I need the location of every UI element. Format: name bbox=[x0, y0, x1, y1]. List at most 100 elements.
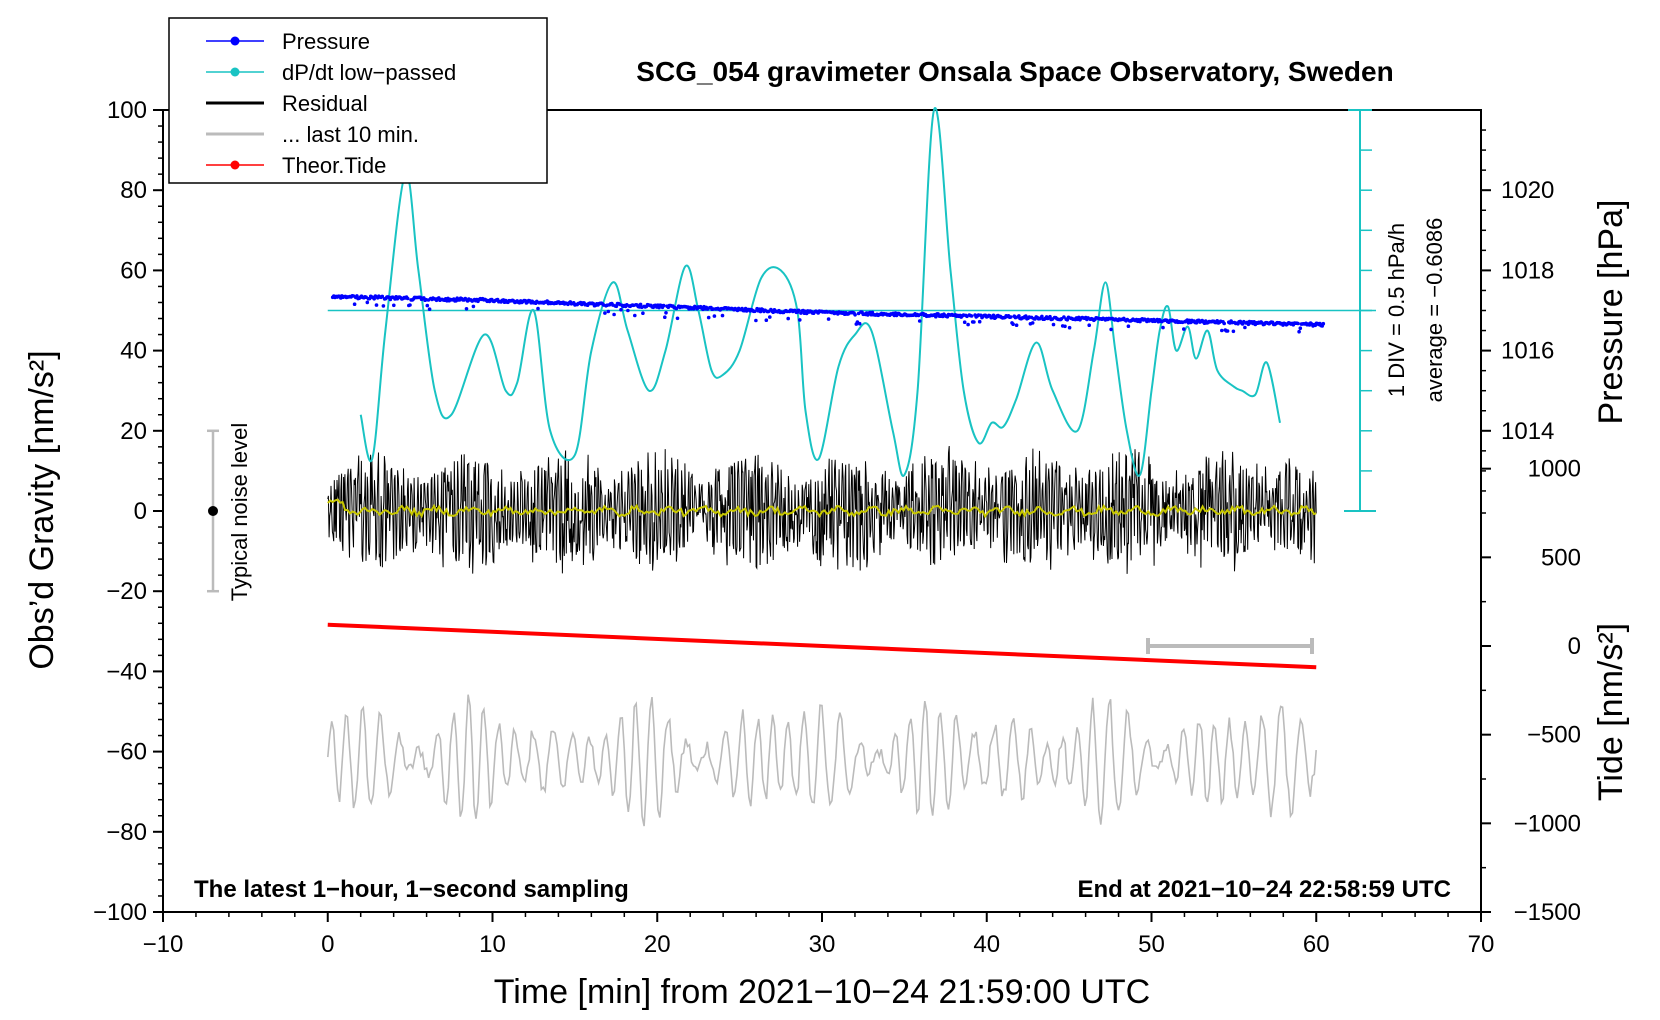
footer-left: The latest 1−hour, 1−second sampling bbox=[194, 876, 629, 903]
pressure-tick-label: 1020 bbox=[1501, 177, 1554, 204]
pressure-point bbox=[1231, 329, 1236, 334]
pressure-point bbox=[796, 308, 801, 313]
pressure-point bbox=[463, 296, 468, 301]
pressure-point bbox=[1087, 323, 1091, 328]
legend-label: dP/dt low−passed bbox=[282, 60, 456, 85]
y-tick-label: −20 bbox=[106, 578, 147, 605]
pressure-point bbox=[664, 311, 668, 315]
pressure-tick-label: 1018 bbox=[1501, 257, 1554, 284]
x-tick-label: 70 bbox=[1468, 931, 1495, 958]
tide-tick-label: −1000 bbox=[1514, 810, 1581, 837]
pressure-tick-label: 1014 bbox=[1501, 418, 1554, 445]
pressure-point bbox=[720, 313, 725, 318]
pressure-point bbox=[1040, 314, 1044, 319]
y-tick-label: 0 bbox=[134, 498, 147, 525]
y-axis-left: −100 −80 −60 −40 −20 0 20 40 60 80 100 bbox=[93, 97, 163, 926]
pressure-point bbox=[706, 315, 711, 320]
pressure-point bbox=[425, 303, 430, 308]
pressure-point bbox=[712, 314, 717, 318]
y-tick-label: 40 bbox=[120, 338, 147, 365]
last-10-min-bar bbox=[1146, 638, 1314, 654]
tide-tick-label: 500 bbox=[1541, 544, 1581, 571]
y-tick-label: −60 bbox=[106, 739, 147, 766]
pressure-point bbox=[626, 308, 630, 313]
tide-axis-title: Tide [nm/s²] bbox=[1592, 623, 1630, 801]
x-tick-label: 10 bbox=[479, 931, 506, 958]
pressure-point bbox=[365, 300, 370, 305]
noise-center-dot bbox=[208, 506, 218, 516]
pressure-point bbox=[857, 321, 862, 326]
pressure-point bbox=[1062, 315, 1066, 319]
pressure-point bbox=[1109, 327, 1113, 332]
y-tick-label: 100 bbox=[107, 97, 147, 124]
pressure-point bbox=[1048, 314, 1052, 319]
pressure-point bbox=[1225, 329, 1230, 333]
y-tick-label: 80 bbox=[120, 177, 147, 204]
x-tick-label: 50 bbox=[1138, 931, 1165, 958]
pressure-point bbox=[1220, 328, 1224, 333]
noise-indicator bbox=[207, 429, 219, 593]
pressure-point bbox=[536, 306, 540, 311]
pressure-point bbox=[663, 315, 667, 320]
pressure-point bbox=[1011, 322, 1015, 327]
pressure-point bbox=[405, 296, 410, 301]
pressure-point bbox=[1297, 329, 1301, 334]
pressure-point bbox=[969, 314, 974, 318]
pressure-point bbox=[606, 309, 611, 314]
pressure-scale-label: 1 DIV = 0.5 hPa/h bbox=[1384, 223, 1409, 397]
pressure-point bbox=[674, 306, 679, 311]
pressure-point bbox=[1243, 325, 1247, 330]
pressure-point bbox=[1296, 321, 1300, 326]
legend-box bbox=[168, 17, 548, 184]
x-tick-label: 60 bbox=[1303, 931, 1330, 958]
pressure-point bbox=[1014, 323, 1019, 328]
pressure-point bbox=[768, 315, 772, 319]
pressure-point bbox=[355, 294, 359, 298]
pressure-point bbox=[977, 319, 982, 324]
chart-title: SCG_054 gravimeter Onsala Space Observat… bbox=[636, 56, 1393, 87]
x-tick-label: 30 bbox=[809, 931, 836, 958]
pressure-point bbox=[1182, 327, 1186, 331]
pressure-point bbox=[966, 322, 970, 327]
pressure-point bbox=[1051, 322, 1056, 327]
pressure-point bbox=[786, 316, 790, 321]
legend-swatch-dot bbox=[230, 36, 240, 46]
pressure-point bbox=[612, 312, 616, 317]
x-tick-label: 20 bbox=[644, 931, 671, 958]
tide-axis: −1500 −1000 −500 0 500 1000 bbox=[1481, 456, 1581, 926]
pressure-tick-label: 1016 bbox=[1501, 338, 1554, 365]
y-tick-label: −100 bbox=[93, 899, 147, 926]
residual-smoothed bbox=[327, 498, 1317, 519]
average-label: average = −0.6086 bbox=[1422, 218, 1447, 403]
legend-label: Residual bbox=[282, 91, 368, 116]
pressure-point bbox=[798, 318, 802, 322]
x-axis: −10 0 10 20 30 40 50 60 70 bbox=[143, 912, 1495, 958]
pressure-point bbox=[661, 303, 666, 308]
pressure-point bbox=[1009, 315, 1013, 319]
pressure-point bbox=[633, 313, 637, 318]
pressure-point bbox=[1067, 325, 1072, 330]
noise-label: Typical noise level bbox=[227, 423, 252, 602]
pressure-point bbox=[352, 302, 357, 307]
pressure-point bbox=[826, 317, 831, 321]
pressure-point bbox=[638, 302, 643, 307]
y-tick-label: 60 bbox=[120, 257, 147, 284]
pressure-point bbox=[1321, 321, 1326, 326]
pressure-axis: 1014 1016 1018 1020 bbox=[1481, 129, 1554, 492]
legend-swatch-dot bbox=[230, 160, 240, 170]
tide-tick-label: −500 bbox=[1527, 722, 1581, 749]
legend-swatch-dot bbox=[230, 67, 240, 77]
residual-series bbox=[327, 445, 1317, 574]
pressure-point bbox=[374, 303, 379, 307]
tide-series bbox=[327, 622, 1317, 670]
last-10-min-series bbox=[327, 694, 1317, 827]
pressure-point bbox=[753, 309, 757, 314]
pressure-point bbox=[1222, 321, 1226, 326]
pressure-point bbox=[991, 313, 996, 318]
tide-tick-label: −1500 bbox=[1514, 899, 1581, 926]
dpdt-series bbox=[359, 106, 1281, 477]
pressure-point bbox=[641, 311, 645, 316]
pressure-point bbox=[392, 303, 396, 308]
pressure-point bbox=[380, 294, 385, 299]
pressure-point bbox=[1161, 325, 1165, 330]
